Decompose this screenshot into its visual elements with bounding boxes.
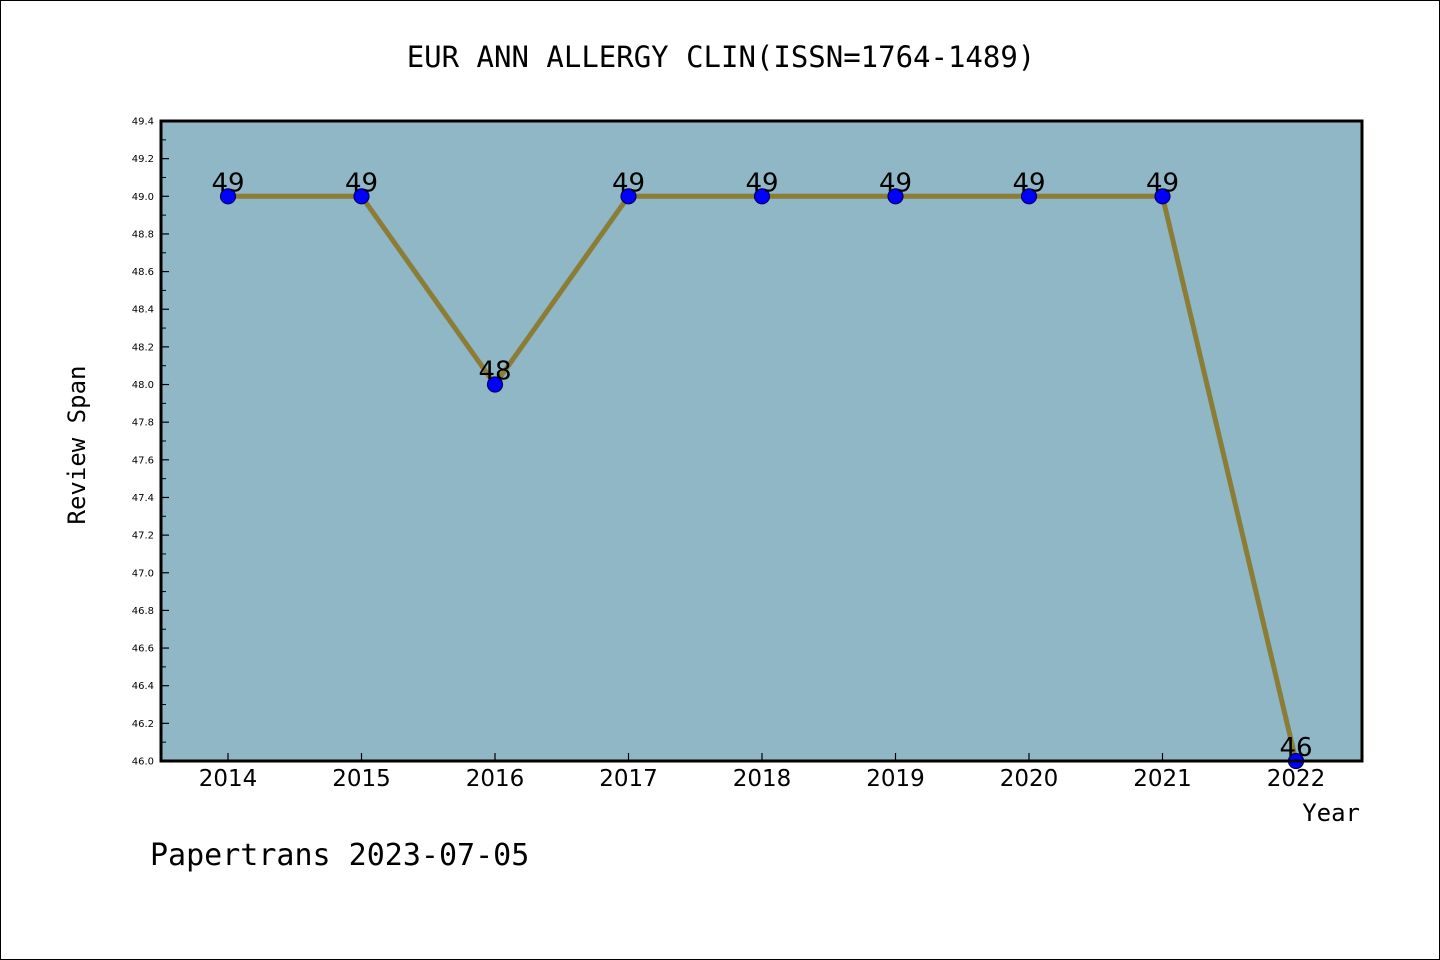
y-tick-label: 48.2 xyxy=(132,342,154,353)
data-label: 49 xyxy=(745,168,778,198)
x-tick-label: 2020 xyxy=(1000,766,1059,792)
x-tick-label: 2017 xyxy=(599,766,658,792)
x-tick-label: 2018 xyxy=(733,766,792,792)
y-tick-label: 48.4 xyxy=(132,305,154,316)
data-label: 49 xyxy=(879,168,912,198)
x-tick-label: 2016 xyxy=(466,766,525,792)
data-label: 48 xyxy=(478,357,511,387)
y-tick-label: 47.6 xyxy=(132,455,154,466)
plot-frame xyxy=(159,119,1364,763)
x-tick-label: 2019 xyxy=(866,766,925,792)
data-point xyxy=(486,376,504,393)
y-tick-label: 46.4 xyxy=(132,681,154,692)
y-axis-label: Review Span xyxy=(63,366,91,525)
y-tick-label: 48.6 xyxy=(132,267,154,278)
x-tick-label: 2014 xyxy=(199,766,258,792)
data-point xyxy=(1154,188,1171,205)
y-tick-label: 46.2 xyxy=(132,719,154,730)
watermark-text: Papertrans 2023-07-05 xyxy=(150,838,529,873)
y-tick-label: 46.6 xyxy=(132,644,154,655)
y-tick-label: 49.2 xyxy=(132,154,154,165)
y-tick-label: 48.8 xyxy=(132,229,154,240)
x-tick-label: 2022 xyxy=(1267,766,1326,792)
data-label: 49 xyxy=(345,168,378,198)
data-label: 49 xyxy=(1012,168,1045,198)
y-tick-label: 47.8 xyxy=(132,418,154,429)
y-tick-label: 46.0 xyxy=(132,757,154,768)
data-point xyxy=(219,188,237,205)
data-point xyxy=(1020,188,1038,205)
data-point xyxy=(753,188,771,205)
data-point xyxy=(887,188,904,205)
y-tick-label: 48.0 xyxy=(132,380,154,391)
data-label: 49 xyxy=(1146,168,1179,198)
series-layer: 49 49 48 49 49 49 49 49 46 xyxy=(211,168,1313,770)
y-tick-label: 47.4 xyxy=(132,493,154,504)
plot-area xyxy=(161,121,1362,761)
data-point xyxy=(620,188,637,205)
y-tick-label: 47.0 xyxy=(132,568,154,579)
y-tick-label: 49.0 xyxy=(132,192,154,203)
x-axis: 2014 2015 2016 2017 2018 2019 2020 2021 2022 xyxy=(199,753,1326,792)
y-tick-label: 49.4 xyxy=(132,117,154,128)
data-label: 46 xyxy=(1279,733,1312,763)
data-point xyxy=(353,188,370,205)
y-tick-label: 46.8 xyxy=(132,606,154,617)
x-axis-label: Year xyxy=(1302,799,1360,827)
data-label: 49 xyxy=(612,168,645,198)
x-tick-label: 2021 xyxy=(1133,766,1192,792)
chart-title: EUR ANN ALLERGY CLIN(ISSN=1764-1489) xyxy=(407,40,1036,74)
data-label: 49 xyxy=(211,168,244,198)
x-tick-label: 2015 xyxy=(332,766,391,792)
y-tick-label: 47.2 xyxy=(132,531,154,542)
